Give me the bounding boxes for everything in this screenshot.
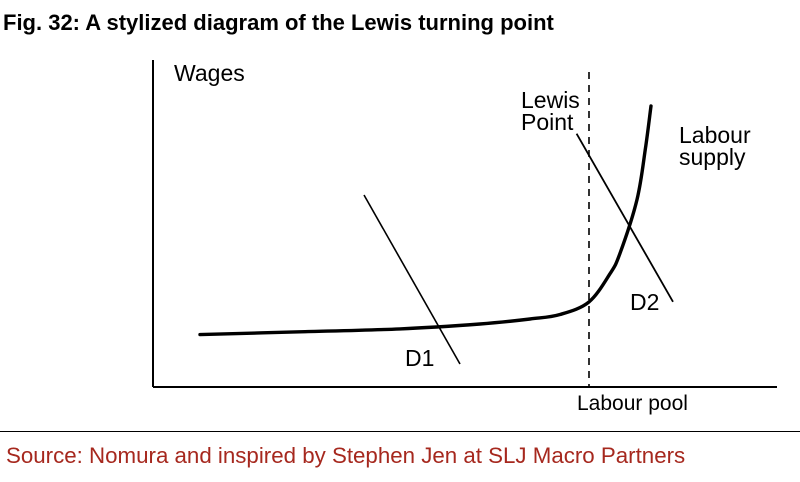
svg-text:Wages: Wages bbox=[174, 60, 245, 86]
svg-text:D1: D1 bbox=[405, 345, 434, 371]
svg-text:D2: D2 bbox=[630, 289, 659, 315]
svg-text:supply: supply bbox=[679, 144, 746, 170]
svg-text:Labour pool: Labour pool bbox=[577, 392, 688, 415]
svg-text:Point: Point bbox=[521, 109, 574, 135]
